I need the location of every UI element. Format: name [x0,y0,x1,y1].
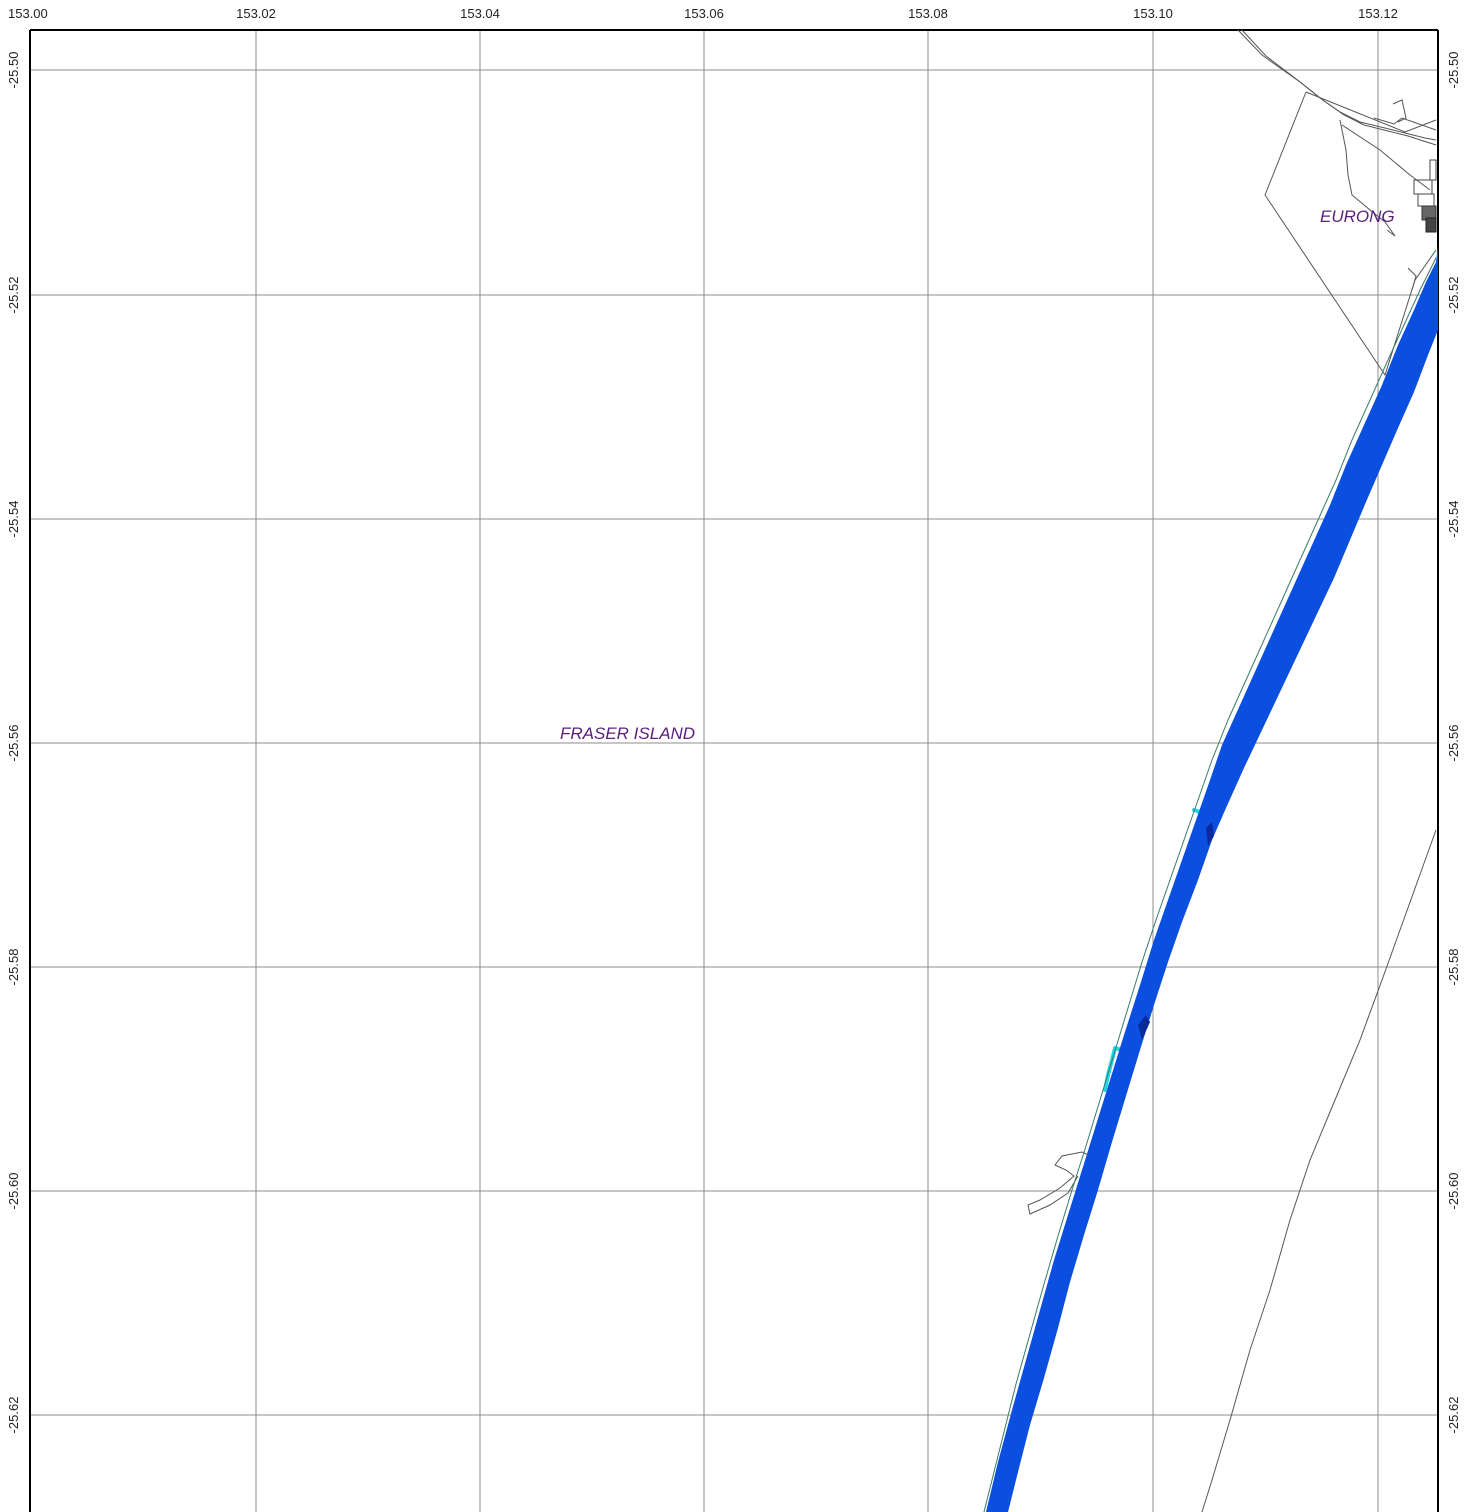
boundary-top [1306,92,1436,132]
x-tick-label: 153.00 [8,6,48,21]
latitude-labels-right: -25.50 -25.52 -25.54 -25.56 -25.58 -25.6… [1446,52,1461,1434]
road-north-parallel [1242,30,1436,145]
x-tick-label: 153.12 [1358,6,1398,21]
road-south-inland [1408,268,1416,290]
band-main [986,245,1438,1512]
y-tick-label-right: -25.62 [1446,1397,1461,1434]
y-tick-label-left: -25.56 [6,725,21,762]
building-block-5 [1430,160,1436,180]
eurong-buildings [1414,160,1436,232]
y-tick-label-right: -25.56 [1446,725,1461,762]
latitude-labels-left: -25.50 -25.52 -25.54 -25.56 -25.58 -25.6… [6,52,21,1434]
x-tick-label: 153.02 [236,6,276,21]
longitude-labels: 153.00 153.02 153.04 153.06 153.08 153.1… [8,6,1398,21]
x-tick-label: 153.06 [684,6,724,21]
building-block-4 [1426,218,1436,232]
y-tick-label-right: -25.52 [1446,277,1461,314]
y-tick-label-left: -25.62 [6,1397,21,1434]
y-tick-label-right: -25.50 [1446,52,1461,89]
y-tick-label-left: -25.54 [6,501,21,538]
building-block-1 [1414,180,1432,194]
x-tick-label: 153.04 [460,6,500,21]
road-eastern-outer [1202,830,1436,1512]
y-tick-label-left: -25.50 [6,52,21,89]
y-tick-label-right: -25.58 [1446,949,1461,986]
road-north [1238,30,1436,140]
y-tick-label-right: -25.60 [1446,1173,1461,1210]
place-label-eurong: EURONG [1320,207,1395,226]
y-tick-label-left: -25.58 [6,949,21,986]
building-block-2 [1418,194,1434,206]
y-tick-label-left: -25.60 [6,1173,21,1210]
x-tick-label: 153.08 [908,6,948,21]
y-tick-label-left: -25.52 [6,277,21,314]
beach-water-band [984,245,1438,1512]
y-tick-label-right: -25.54 [1446,501,1461,538]
x-tick-label: 153.10 [1133,6,1173,21]
place-label-fraser-island: FRASER ISLAND [560,724,695,743]
